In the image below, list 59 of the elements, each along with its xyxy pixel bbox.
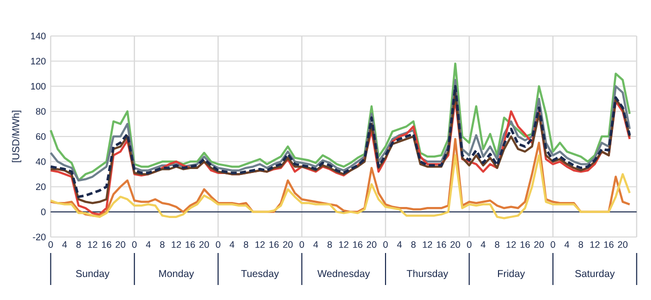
x-tick-label: 4: [480, 241, 486, 248]
x-tick-label: 12: [255, 241, 265, 248]
x-tick-label: 8: [244, 241, 248, 248]
x-tick-label: 16: [186, 241, 195, 248]
x-tick-label: 20: [618, 241, 628, 248]
y-tick-label: 80: [36, 108, 46, 115]
x-tick-label: 12: [88, 241, 98, 248]
x-tick-label: 16: [520, 241, 530, 248]
y-tick-label: -20: [32, 234, 46, 240]
x-tick-label: 0: [48, 241, 53, 248]
y-axis-title: [USD/MWh]: [12, 110, 22, 162]
text: Wednesday: [317, 270, 370, 280]
x-tick-label: 12: [590, 241, 600, 248]
x-tick-label: 4: [62, 241, 67, 248]
x-tick-label: 8: [578, 241, 584, 248]
x-tick-label: 8: [76, 241, 81, 248]
x-tick-label: 12: [506, 241, 516, 248]
x-tick-label: 16: [353, 241, 362, 248]
x-tick-label: 12: [339, 241, 348, 248]
y-tick-label: 120: [31, 58, 46, 64]
text: Monday: [159, 270, 194, 280]
x-tick-label: 0: [466, 241, 472, 248]
x-tick-label: 0: [550, 241, 556, 248]
text: Tuesday: [241, 270, 279, 280]
text: Saturday: [575, 270, 615, 280]
y-tick-label: 140: [31, 32, 46, 40]
x-tick-label: 20: [283, 241, 293, 248]
x-tick-label: 20: [366, 241, 376, 248]
x-tick-label: 20: [450, 241, 460, 248]
x-tick-label: 16: [604, 241, 614, 248]
x-tick-label: 20: [116, 241, 126, 248]
x-tick-label: 8: [411, 241, 416, 248]
x-tick-label: 4: [146, 241, 151, 248]
x-tick-label: 16: [436, 241, 446, 248]
x-tick-label: 12: [422, 241, 432, 248]
x-tick-label: 12: [172, 241, 181, 248]
y-tick-label: 60: [36, 133, 46, 140]
x-tick-label: 0: [216, 241, 220, 248]
x-tick-label: 4: [397, 241, 402, 248]
x-tick-label: 16: [102, 241, 112, 248]
x-tick-label: 4: [313, 241, 318, 248]
x-tick-label: 20: [534, 241, 544, 248]
x-tick-label: 4: [564, 241, 570, 248]
y-tick-label: 0: [41, 208, 46, 216]
y-tick-label: 40: [36, 158, 46, 165]
x-tick-label: 8: [494, 241, 500, 248]
y-tick-label: 100: [31, 82, 46, 90]
x-tick-label: 16: [269, 241, 279, 248]
x-tick-label: 8: [328, 241, 332, 248]
x-tick-label: 20: [199, 241, 209, 248]
x-tick-label: 0: [383, 241, 388, 248]
x-tick-label: 8: [160, 241, 164, 248]
y-tick-label: 20: [36, 183, 46, 190]
text: Sunday: [76, 270, 110, 280]
text: Friday: [498, 270, 525, 280]
text: Thursday: [406, 270, 448, 280]
x-tick-label: 0: [132, 241, 137, 248]
x-tick-label: 0: [300, 241, 304, 248]
x-tick-label: 4: [230, 241, 234, 248]
